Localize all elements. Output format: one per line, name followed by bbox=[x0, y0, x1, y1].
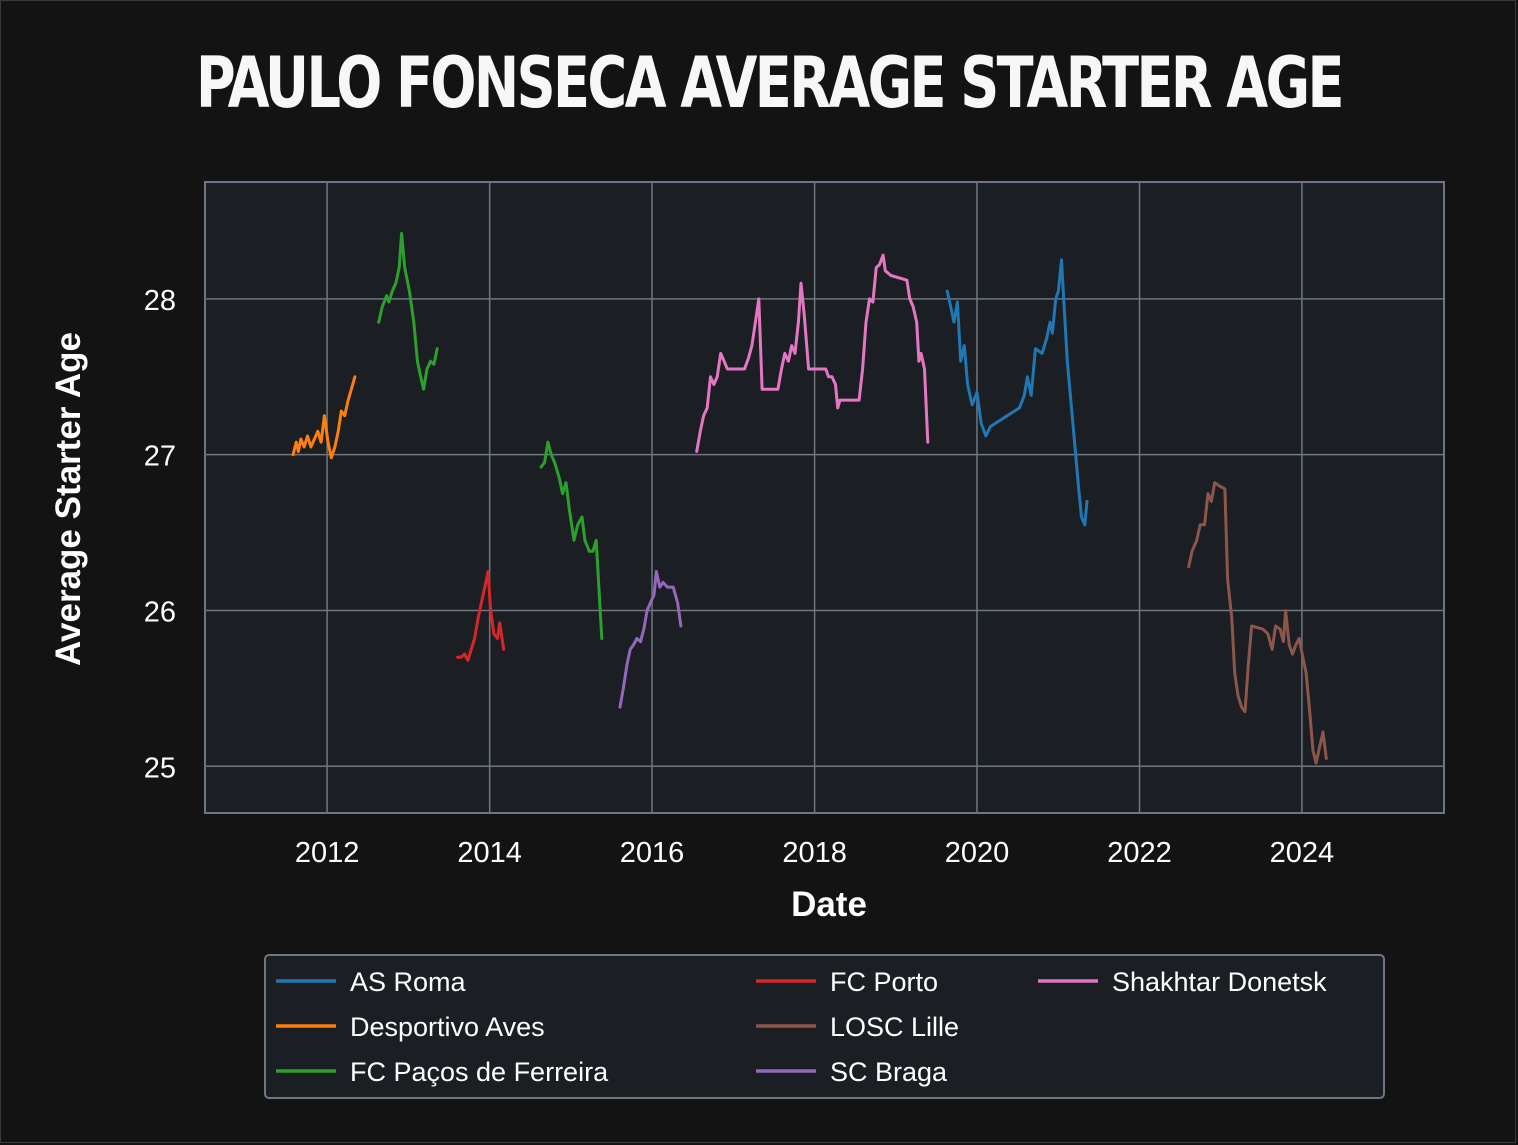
series-line-losc-lille bbox=[1187, 481, 1328, 765]
y-tick-label: 28 bbox=[144, 285, 176, 317]
chart-title: PAULO FONSECA AVERAGE STARTER AGE bbox=[196, 42, 1345, 124]
legend bbox=[264, 954, 1385, 1099]
x-axis-label: Date bbox=[791, 885, 867, 924]
legend-label-fc-pa-os-de-ferreira: FC Paços de Ferreira bbox=[350, 1057, 609, 1087]
y-tick-label: 27 bbox=[144, 441, 176, 473]
series-line-fc-porto bbox=[456, 570, 506, 662]
series-line-fc-pa-os-de-ferreira bbox=[377, 231, 604, 640]
legend-label-losc-lille: LOSC Lille bbox=[830, 1012, 959, 1042]
y-tick-label: 26 bbox=[144, 596, 176, 628]
legend-label-fc-porto: FC Porto bbox=[830, 967, 938, 997]
tick-labels: 2012 2014 2016 2018 2020 2022 2024 25 26 27 28 bbox=[144, 285, 1334, 869]
legend-entries: AS Roma Desportivo Aves FC Paços de Ferrei… bbox=[276, 967, 1327, 1087]
series-line-desportivo-aves bbox=[291, 375, 357, 460]
x-tick-label: 2024 bbox=[1270, 837, 1335, 869]
x-tick-label: 2012 bbox=[295, 837, 360, 869]
x-tick-label: 2016 bbox=[620, 837, 685, 869]
legend-label-as-roma: AS Roma bbox=[350, 967, 467, 997]
legend-label-shakhtar-donetsk: Shakhtar Donetsk bbox=[1112, 967, 1327, 997]
x-tick-label: 2014 bbox=[457, 837, 522, 869]
x-tick-label: 2018 bbox=[782, 837, 847, 869]
series-line-shakhtar-donetsk bbox=[695, 253, 930, 453]
plot-area bbox=[204, 181, 1445, 814]
y-axis-label: Average Starter Age bbox=[49, 332, 88, 666]
legend-label-sc-braga: SC Braga bbox=[830, 1057, 948, 1087]
grid bbox=[205, 182, 1444, 813]
series-line-sc-braga bbox=[618, 570, 683, 709]
legend-label-desportivo-aves: Desportivo Aves bbox=[350, 1012, 545, 1042]
series-line-as-roma bbox=[945, 258, 1089, 527]
y-tick-label: 25 bbox=[144, 752, 176, 784]
x-tick-label: 2022 bbox=[1107, 837, 1172, 869]
series-lines bbox=[291, 231, 1328, 765]
x-tick-label: 2020 bbox=[945, 837, 1010, 869]
